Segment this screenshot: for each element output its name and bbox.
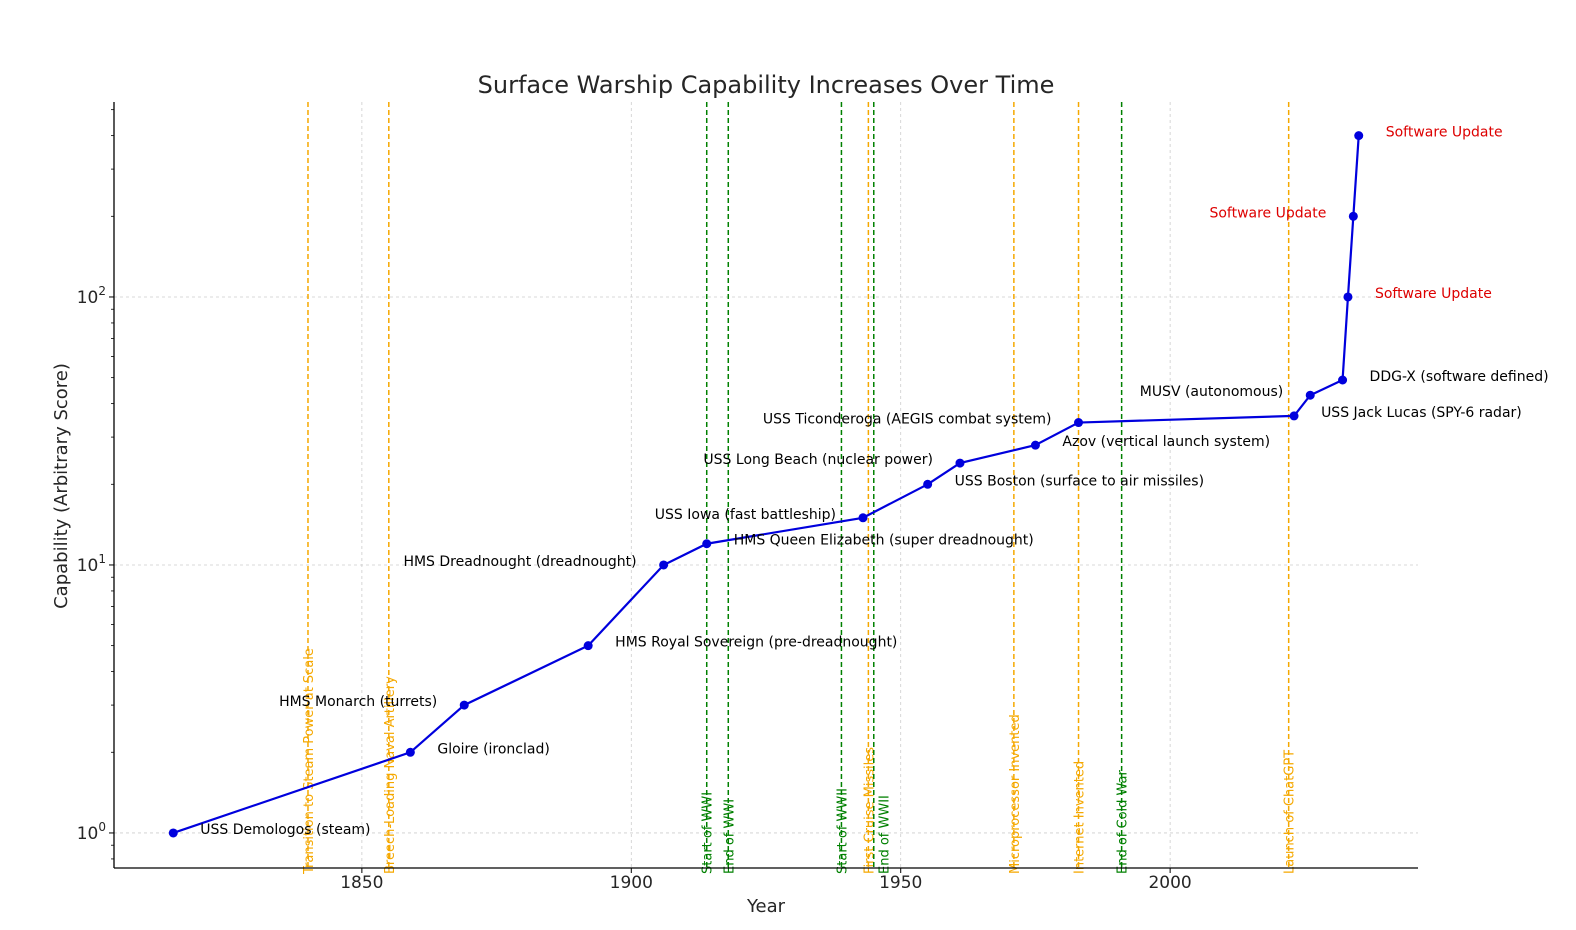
- data-point: [1354, 131, 1364, 141]
- grid: [114, 102, 1418, 868]
- data-point: [1074, 418, 1084, 428]
- data-label: HMS Monarch (turrets): [279, 694, 437, 710]
- data-label: USS Ticonderoga (AEGIS combat system): [763, 412, 1052, 428]
- y-tick-base: 10: [77, 288, 99, 308]
- x-tick-label: 1850: [340, 873, 383, 893]
- series-capability: [168, 131, 1364, 838]
- data-point: [858, 513, 868, 523]
- x-tick-label: 2000: [1148, 873, 1191, 893]
- data-point: [1338, 375, 1348, 385]
- data-point: [1030, 440, 1040, 450]
- data-label: Software Update: [1386, 125, 1503, 141]
- annotation-label: First Cruise Missiles: [862, 747, 877, 874]
- annotation-label: End of WWII: [877, 795, 892, 874]
- annotation-label: End of Cold War: [1116, 769, 1131, 874]
- annotation-label: Start of WWII: [835, 788, 850, 874]
- data-label: Software Update: [1209, 205, 1326, 221]
- data-label: HMS Dreadnought (dreadnought): [403, 554, 636, 570]
- data-label: USS Iowa (fast battleship): [655, 507, 836, 523]
- annotation-label: Start of WWI: [701, 792, 716, 874]
- x-tick-label: 1950: [879, 873, 922, 893]
- data-label: USS Boston (surface to air missiles): [955, 473, 1204, 489]
- x-axis-label: Year: [746, 896, 786, 917]
- data-label: MUSV (autonomous): [1140, 384, 1283, 400]
- annotation-label: Internet Invented: [1073, 761, 1088, 874]
- y-axis-label: Capability (Arbitrary Score): [51, 363, 72, 609]
- y-tick-base: 10: [77, 556, 99, 576]
- data-point: [659, 560, 669, 570]
- data-point: [583, 641, 593, 651]
- data-label: DDG-X (software defined): [1370, 369, 1549, 385]
- annotation-lines: Transition to Steam Power at Scale Breech…: [302, 102, 1298, 875]
- y-tick-label: 102: [77, 284, 106, 308]
- annotation-label: Microprocessor Invented: [1008, 714, 1023, 874]
- chart-title: Surface Warship Capability Increases Ove…: [478, 71, 1055, 99]
- y-tick-exponent: 2: [98, 284, 106, 298]
- annotation-label: Launch of ChatGPT: [1283, 750, 1298, 874]
- data-point: [405, 747, 415, 757]
- annotation-label: Transition to Steam Power at Scale: [302, 648, 317, 875]
- y-tick-exponent: 0: [98, 820, 106, 834]
- data-label: Software Update: [1375, 286, 1492, 302]
- annotation-label: Breech-Loading Naval Artillery: [383, 676, 398, 874]
- data-label: USS Jack Lucas (SPY-6 radar): [1321, 405, 1522, 421]
- y-tick-label: 100: [77, 820, 106, 844]
- data-label: USS Long Beach (nuclear power): [703, 452, 933, 468]
- data-point: [955, 458, 965, 468]
- y-tick-label: 101: [77, 552, 106, 576]
- annotation-label: End of WWI: [722, 799, 737, 874]
- data-label: HMS Queen Elizabeth (super dreadnought): [734, 533, 1034, 549]
- data-label: HMS Royal Sovereign (pre-dreadnought): [615, 635, 897, 651]
- data-point: [923, 479, 933, 489]
- data-label: Azov (vertical launch system): [1062, 434, 1270, 450]
- y-tick-exponent: 1: [98, 552, 106, 566]
- data-point: [1348, 211, 1358, 221]
- data-label: USS Demologos (steam): [200, 822, 370, 838]
- data-point: [459, 700, 469, 710]
- data-point: [1343, 292, 1353, 302]
- data-label: Gloire (ironclad): [437, 741, 549, 757]
- data-point: [1289, 411, 1299, 421]
- x-tick-label: 1900: [610, 873, 653, 893]
- data-point: [702, 539, 712, 549]
- data-point: [168, 828, 178, 838]
- data-point: [1305, 390, 1315, 400]
- point-labels: USS Demologos (steam) Gloire (ironclad) HM…: [200, 125, 1548, 838]
- y-tick-base: 10: [77, 824, 99, 844]
